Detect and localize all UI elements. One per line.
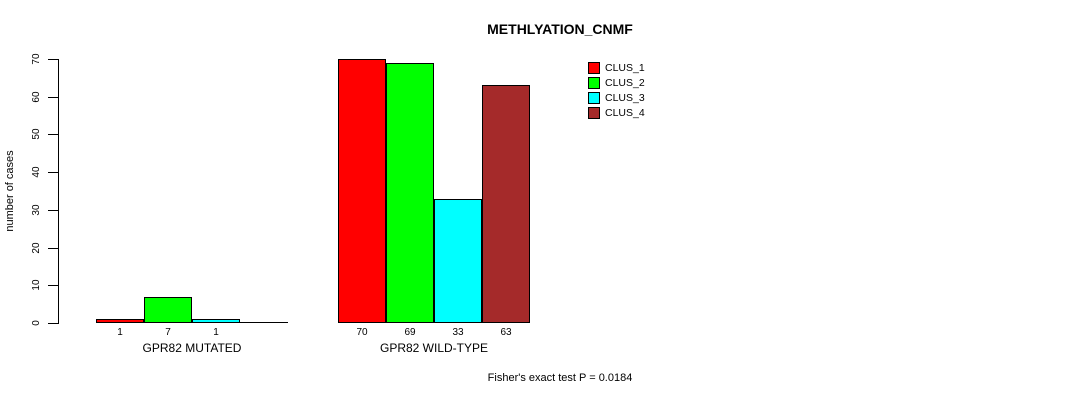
y-axis-tick xyxy=(48,248,58,249)
chart-title: METHLYATION_CNMF xyxy=(487,21,633,37)
bar-clus_1 xyxy=(96,319,144,323)
legend-label: CLUS_3 xyxy=(605,92,645,104)
bar-clus_4 xyxy=(482,85,530,323)
bar-value-label: 69 xyxy=(404,327,416,338)
group-label: GPR82 WILD-TYPE xyxy=(379,341,489,355)
bar-clus_4-zero xyxy=(240,322,288,323)
y-axis-tick-label: 10 xyxy=(31,279,42,291)
bar-value-label: 70 xyxy=(356,327,368,338)
legend-item: CLUS_1 xyxy=(588,62,645,74)
legend-swatch xyxy=(588,107,600,119)
legend-label: CLUS_4 xyxy=(605,107,645,119)
bar-clus_1 xyxy=(338,59,386,323)
bar-value-label: 63 xyxy=(500,327,512,338)
y-axis-tick xyxy=(48,97,58,98)
legend-swatch xyxy=(588,92,600,104)
y-axis-tick-label: 70 xyxy=(31,53,42,65)
legend: CLUS_1 CLUS_2 CLUS_3 CLUS_4 xyxy=(588,62,645,122)
y-axis-tick xyxy=(48,285,58,286)
legend-swatch xyxy=(588,77,600,89)
bar-value-label: 1 xyxy=(213,327,219,338)
legend-swatch xyxy=(588,62,600,74)
bar-clus_3 xyxy=(192,319,240,323)
legend-item: CLUS_4 xyxy=(588,107,645,119)
y-axis-tick xyxy=(48,134,58,135)
y-axis-tick xyxy=(48,172,58,173)
bar-clus_3 xyxy=(434,199,482,323)
legend-item: CLUS_3 xyxy=(588,92,645,104)
y-axis-tick-label: 20 xyxy=(31,242,42,254)
y-axis-tick xyxy=(48,323,58,324)
bar-value-label: 33 xyxy=(452,327,464,338)
y-axis-tick xyxy=(48,59,58,60)
group-label: GPR82 MUTATED xyxy=(142,341,242,355)
legend-label: CLUS_1 xyxy=(605,62,645,74)
y-axis-tick-label: 50 xyxy=(31,128,42,140)
legend-item: CLUS_2 xyxy=(588,77,645,89)
bar-clus_2 xyxy=(386,63,434,323)
y-axis-tick-label: 60 xyxy=(31,91,42,103)
bar-clus_2 xyxy=(144,297,192,323)
bar-value-label: 1 xyxy=(117,327,123,338)
y-axis-line xyxy=(58,59,59,324)
bar-value-label: 7 xyxy=(165,327,171,338)
legend-label: CLUS_2 xyxy=(605,77,645,89)
annotation-text: Fisher's exact test P = 0.0184 xyxy=(487,372,633,384)
y-axis-tick-label: 40 xyxy=(31,166,42,178)
y-axis-tick-label: 0 xyxy=(31,320,42,326)
y-axis-tick xyxy=(48,210,58,211)
y-axis-tick-label: 30 xyxy=(31,204,42,216)
y-axis-label: number of cases xyxy=(4,150,16,232)
